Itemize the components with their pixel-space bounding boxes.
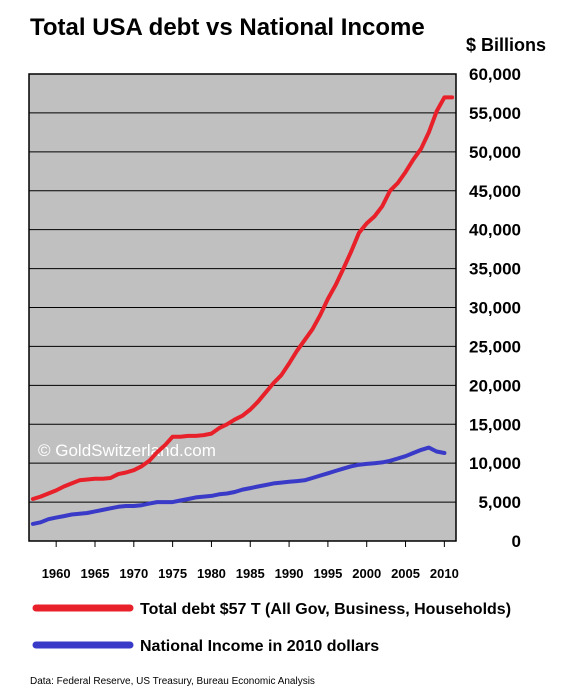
source-note: Data: Federal Reserve, US Treasury, Bure… [30,676,315,687]
series-lines [30,95,455,526]
legend-label-2: National Income in 2010 dollars [140,638,379,655]
x-tick-label: 1975 [158,566,187,581]
y-tick-label: 15,000 [469,415,521,434]
y-tick-label: 45,000 [469,182,521,201]
x-tick-label: 1985 [236,566,265,581]
watermark: © GoldSwitzerland.com [38,441,216,460]
legend-label-1: Total debt $57 T (All Gov, Business, Hou… [140,601,511,618]
y-tick-label: 60,000 [469,65,521,84]
x-axis-ticks: 1960 1965 1970 1975 1980 1985 1990 1995 2000 2005… [42,541,459,581]
x-tick-label: 1995 [313,566,342,581]
x-tick-label: 1990 [275,566,304,581]
y-tick-label: 50,000 [469,143,521,162]
y-tick-label: 25,000 [469,337,521,356]
y-tick-label: 10,000 [469,454,521,473]
series-line-2 [30,445,447,526]
y-tick-label: 20,000 [469,376,521,395]
x-tick-label: 1965 [81,566,110,581]
legend: Total debt $57 T (All Gov, Business, Hou… [32,601,511,655]
x-tick-label: 2005 [391,566,420,581]
y-axis-ticks: 0 5,000 10,000 15,000 20,000 25,000 30,000 35,0… [469,65,521,551]
grid-lines [29,112,456,503]
x-tick-label: 1970 [119,566,148,581]
y-tick-label: 30,000 [469,299,521,318]
y-axis-unit-label: $ Billions [466,35,546,55]
x-tick-label: 2000 [352,566,381,581]
y-tick-label: 35,000 [469,260,521,279]
x-tick-label: 1980 [197,566,226,581]
y-tick-label: 5,000 [478,493,521,512]
x-tick-label: 2010 [430,566,459,581]
y-tick-label: 40,000 [469,221,521,240]
y-tick-label: 55,000 [469,104,521,123]
chart-title: Total USA debt vs National Income [30,14,425,41]
x-tick-label: 1960 [42,566,71,581]
series-line-1 [30,95,455,501]
y-tick-label: 0 [512,532,521,551]
